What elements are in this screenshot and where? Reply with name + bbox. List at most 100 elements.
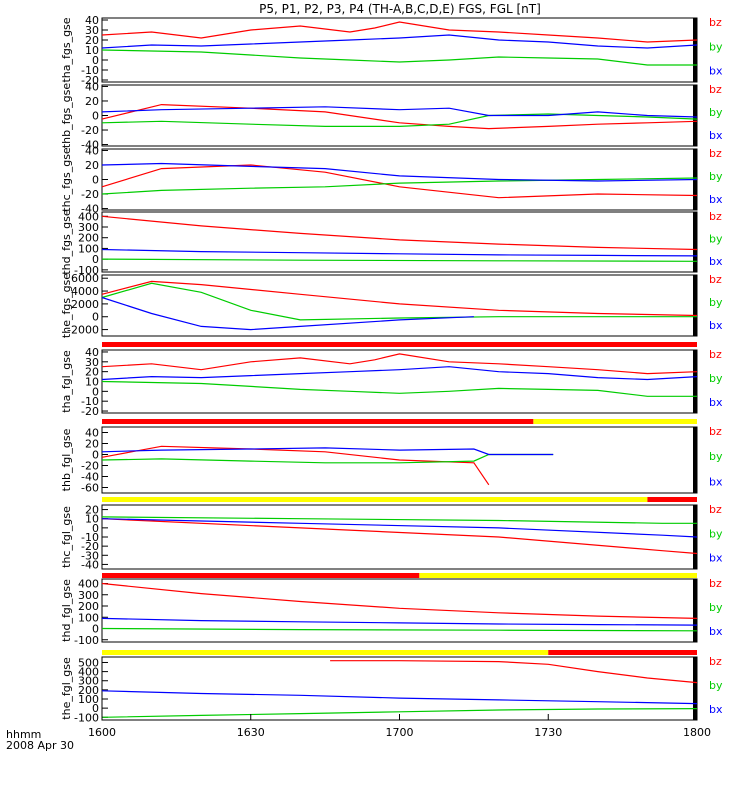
y-tick-label: 10 (85, 44, 99, 57)
legend-bz: bz (709, 577, 722, 590)
y-tick-label: -30 (81, 549, 99, 562)
series-line-by (101, 380, 697, 397)
y-tick-label: 20 (85, 504, 99, 517)
panel-right-edge (693, 657, 697, 720)
y-tick-label: 100 (78, 242, 99, 255)
y-tick-label: 10 (85, 376, 99, 389)
y-tick-label: -100 (74, 264, 99, 277)
series-line-bz (101, 445, 490, 486)
y-tick-label: 100 (78, 693, 99, 706)
y-tick-label: 20 (85, 95, 99, 108)
panel-right-edge (693, 212, 697, 272)
legend-by: by (709, 527, 723, 540)
series-line-by (101, 627, 698, 632)
legend-bx: bx (709, 129, 723, 142)
y-tick-label: 0 (92, 385, 99, 398)
y-tick-label: -100 (74, 634, 99, 647)
status-bar-segment-red (548, 650, 697, 655)
x-tick-label: 1700 (386, 726, 414, 739)
y-tick-label: -20 (81, 460, 99, 473)
y-tick-label: 0 (92, 110, 99, 123)
y-tick-label: 100 (78, 611, 99, 624)
y-tick-label: 6000 (71, 272, 99, 285)
chart-title: P5, P1, P2, P3, P4 (TH-A,B,C,D,E) FGS, F… (259, 2, 541, 16)
y-tick-label: -10 (81, 64, 99, 77)
y-tick-label: 200 (78, 684, 99, 697)
legend-bz: bz (709, 147, 722, 160)
panel-frame (101, 578, 698, 643)
series-line-by (101, 282, 697, 321)
y-tick-label: 300 (78, 675, 99, 688)
x-axis-label-line1: hhmm (6, 728, 41, 741)
y-tick-label: -10 (81, 531, 99, 544)
panel-right-edge (693, 85, 697, 146)
y-tick-label: -10 (81, 395, 99, 408)
legend-bz: bz (709, 16, 722, 29)
series-line-bz (101, 582, 698, 619)
y-tick-label: 400 (78, 578, 99, 591)
y-tick-label: 40 (85, 427, 99, 440)
y-tick-label: -2000 (67, 324, 99, 337)
series-line-bx (101, 617, 698, 626)
legend-by: by (709, 233, 723, 246)
y-tick-label: 300 (78, 589, 99, 602)
panel-frame (101, 349, 698, 414)
y-tick-label: 0 (92, 174, 99, 187)
y-tick-label: 200 (78, 232, 99, 245)
legend-by: by (709, 372, 723, 385)
legend-bz: bz (709, 83, 722, 96)
panel-frame (101, 17, 698, 83)
y-axis-label: thc_fgs_gse (60, 147, 73, 212)
y-tick-label: -20 (81, 74, 99, 87)
legend-bz: bz (709, 655, 722, 668)
y-tick-label: 20 (85, 438, 99, 451)
series-line-bz (101, 164, 698, 199)
y-tick-label: 0 (92, 253, 99, 266)
y-axis-label: tha_fgl_gse (60, 350, 73, 413)
y-tick-label: -20 (81, 540, 99, 553)
y-tick-label: 40 (85, 14, 99, 27)
y-tick-label: 30 (85, 24, 99, 37)
legend-bx: bx (709, 552, 723, 565)
panel-2: 40 20 0-20 -40 thb_fgs_gse bz by bx (60, 80, 723, 151)
y-axis-label: the_fgs_gse (60, 273, 73, 338)
series-line-by (101, 177, 698, 195)
y-tick-label: 400 (78, 666, 99, 679)
series-line-bz (101, 518, 698, 555)
y-tick-label: 20 (85, 366, 99, 379)
x-tick-label: 1600 (88, 726, 116, 739)
x-tick-label: 1730 (534, 726, 562, 739)
y-axis-label: thc_fgl_gse (60, 506, 73, 568)
y-tick-label: 20 (85, 159, 99, 172)
legend-bx: bx (709, 255, 723, 268)
series-line-bz (101, 353, 698, 375)
panel-right-edge (693, 579, 697, 642)
y-tick-label: 0 (92, 54, 99, 67)
y-axis-label: thd_fgs_gse (60, 209, 73, 275)
series-line-bz (101, 21, 698, 43)
y-tick-label: 0 (92, 522, 99, 535)
panel-frame (101, 504, 698, 570)
y-tick-label: 30 (85, 356, 99, 369)
legend-bz: bz (709, 273, 722, 286)
legend-by: by (709, 450, 723, 463)
status-bar-segment-yellow (419, 573, 697, 578)
series-line-bx (101, 106, 698, 118)
y-tick-label: 0 (92, 311, 99, 324)
series-line-bx (101, 447, 554, 456)
legend-bx: bx (709, 475, 723, 488)
status-bar-segment-red (102, 573, 420, 578)
legend-by: by (709, 40, 723, 53)
panel-frame (101, 656, 698, 721)
y-tick-label: 40 (85, 144, 99, 157)
y-tick-label: 500 (78, 656, 99, 669)
y-axis-label: tha_fgs_gse (60, 17, 73, 82)
status-bar-segment-red (102, 342, 697, 347)
legend-bz: bz (709, 210, 722, 223)
